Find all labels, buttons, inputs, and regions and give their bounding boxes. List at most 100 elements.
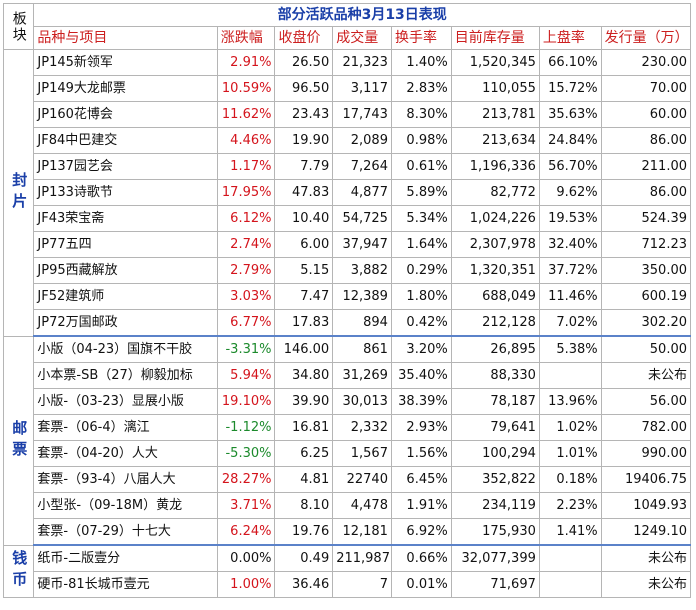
column-header: 上盘率	[538, 26, 602, 50]
table-row: JP160花博会 11.62% 23.43 17,743 8.30% 213,781 35.…	[4, 101, 692, 128]
change-cell: 6.77%	[216, 309, 276, 337]
close-price-cell: 8.10	[274, 492, 334, 519]
stock-cell: 213,781	[450, 101, 540, 128]
change-cell: 17.95%	[216, 179, 276, 206]
close-price-cell: 39.90	[274, 388, 334, 415]
close-price-cell: 4.81	[274, 466, 334, 493]
stock-table: 板块 部分活跃品种3月13日表现 品种与项目 涨跌幅 收盘价 成交量 换手率 目…	[2, 3, 692, 598]
volume-cell: 1,567	[332, 440, 392, 467]
issue-volume-cell: 19406.75	[600, 466, 692, 493]
listing-rate-cell: 32.40%	[538, 231, 602, 258]
turnover-cell: 0.98%	[390, 127, 452, 154]
issue-volume-cell: 86.00	[600, 127, 692, 154]
column-header: 换手率	[390, 26, 452, 50]
item-name-cell: 小版-（03-23）显展小版	[33, 388, 218, 415]
item-name-cell: JP149大龙邮票	[33, 75, 218, 102]
volume-cell: 54,725	[332, 205, 392, 232]
change-cell: 3.71%	[216, 492, 276, 519]
table-row: 小型张-（09-18M）黄龙 3.71% 8.10 4,478 1.91% 234,119…	[4, 492, 692, 519]
close-price-cell: 19.90	[274, 127, 334, 154]
item-name-cell: JF52建筑师	[33, 283, 218, 310]
close-price-cell: 26.50	[274, 49, 334, 76]
issue-volume-cell: 350.00	[600, 257, 692, 284]
section-label: 邮票	[2, 335, 35, 546]
change-cell: 2.91%	[216, 49, 276, 76]
close-price-cell: 6.25	[274, 440, 334, 467]
table-row: 硬币-81长城币壹元 1.00% 36.46 7 0.01% 71,697 未公布	[4, 571, 692, 598]
change-cell: 28.27%	[216, 466, 276, 493]
volume-cell: 2,332	[332, 414, 392, 441]
change-cell: 5.94%	[216, 362, 276, 389]
change-cell: -1.12%	[216, 414, 276, 441]
item-name-cell: JF84中巴建交	[33, 127, 218, 154]
issue-volume-cell: 1049.93	[600, 492, 692, 519]
table-row: JF84中巴建交 4.46% 19.90 2,089 0.98% 213,634 24.84…	[4, 127, 692, 154]
stock-cell: 110,055	[450, 75, 540, 102]
table-row: JP137园艺会 1.17% 7.79 7,264 0.61% 1,196,336 56.7…	[4, 153, 692, 180]
table-row: JP133诗歌节 17.95% 47.83 4,877 5.89% 82,772 9.62%…	[4, 179, 692, 206]
change-cell: 4.46%	[216, 127, 276, 154]
stock-cell: 26,895	[450, 335, 540, 363]
section-label: 封片	[2, 49, 35, 337]
item-name-cell: 纸币-二版壹分	[33, 544, 218, 572]
close-price-cell: 34.80	[274, 362, 334, 389]
turnover-cell: 35.40%	[390, 362, 452, 389]
turnover-cell: 2.83%	[390, 75, 452, 102]
issue-volume-cell: 50.00	[600, 335, 692, 363]
listing-rate-cell: 1.01%	[538, 440, 602, 467]
close-price-cell: 17.83	[274, 309, 334, 337]
turnover-cell: 6.92%	[390, 518, 452, 546]
item-name-cell: 小版（04-23）国旗不干胶	[33, 335, 218, 363]
stock-cell: 1,320,351	[450, 257, 540, 284]
listing-rate-cell	[538, 362, 602, 389]
listing-rate-cell	[538, 571, 602, 598]
listing-rate-cell	[538, 544, 602, 572]
turnover-cell: 0.01%	[390, 571, 452, 598]
stock-cell: 213,634	[450, 127, 540, 154]
issue-volume-cell: 600.19	[600, 283, 692, 310]
item-name-cell: JP160花博会	[33, 101, 218, 128]
listing-rate-cell: 1.41%	[538, 518, 602, 546]
close-price-cell: 10.40	[274, 205, 334, 232]
listing-rate-cell: 15.72%	[538, 75, 602, 102]
issue-volume-cell: 未公布	[600, 571, 692, 598]
item-name-cell: JP72万国邮政	[33, 309, 218, 337]
table-row: 套票-（06-4）漓江 -1.12% 16.81 2,332 2.93% 79,641 1.…	[4, 414, 692, 441]
volume-cell: 21,323	[332, 49, 392, 76]
change-cell: 0.00%	[216, 544, 276, 572]
turnover-cell: 5.34%	[390, 205, 452, 232]
turnover-cell: 1.56%	[390, 440, 452, 467]
listing-rate-cell: 13.96%	[538, 388, 602, 415]
table-row: 套票-（04-20）人大 -5.30% 6.25 1,567 1.56% 100,294 1…	[4, 440, 692, 467]
volume-cell: 3,117	[332, 75, 392, 102]
stock-cell: 1,024,226	[450, 205, 540, 232]
table-row: 邮票 小版（04-23）国旗不干胶 -3.31% 146.00 861 3.20% 26,8…	[2, 335, 692, 546]
item-name-cell: JP137园艺会	[33, 153, 218, 180]
item-name-cell: 套票-（06-4）漓江	[33, 414, 218, 441]
change-cell: -3.31%	[216, 335, 276, 363]
change-cell: 10.59%	[216, 75, 276, 102]
volume-cell: 17,743	[332, 101, 392, 128]
close-price-cell: 0.49	[274, 544, 334, 572]
turnover-cell: 2.93%	[390, 414, 452, 441]
listing-rate-cell: 19.53%	[538, 205, 602, 232]
stock-cell: 688,049	[450, 283, 540, 310]
issue-volume-cell: 524.39	[600, 205, 692, 232]
table-body: 板块 部分活跃品种3月13日表现 品种与项目 涨跌幅 收盘价 成交量 换手率 目…	[2, 3, 692, 598]
issue-volume-cell: 56.00	[600, 388, 692, 415]
item-name-cell: 套票-（04-20）人大	[33, 440, 218, 467]
issue-volume-cell: 1249.10	[600, 518, 692, 546]
column-header: 收盘价	[274, 26, 334, 50]
listing-rate-cell: 66.10%	[538, 49, 602, 76]
volume-cell: 37,947	[332, 231, 392, 258]
item-name-cell: JP133诗歌节	[33, 179, 218, 206]
table-row: JP95西藏解放 2.79% 5.15 3,882 0.29% 1,320,351 37.7…	[4, 257, 692, 284]
item-name-cell: JP145新领军	[33, 49, 218, 76]
stock-cell: 212,128	[450, 309, 540, 337]
volume-cell: 7,264	[332, 153, 392, 180]
volume-cell: 4,877	[332, 179, 392, 206]
volume-cell: 861	[332, 335, 392, 363]
listing-rate-cell: 1.02%	[538, 414, 602, 441]
header-row: 品种与项目 涨跌幅 收盘价 成交量 换手率 目前库存量 上盘率 发行量（万）	[4, 26, 692, 50]
